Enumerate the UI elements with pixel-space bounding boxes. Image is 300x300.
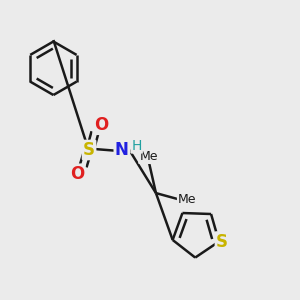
Text: O: O <box>70 165 84 183</box>
Text: S: S <box>216 232 228 250</box>
Text: S: S <box>83 141 95 159</box>
Text: N: N <box>115 141 129 159</box>
Text: Me: Me <box>139 150 158 163</box>
Text: O: O <box>94 116 108 134</box>
Text: Me: Me <box>178 193 196 206</box>
Text: H: H <box>131 139 142 152</box>
